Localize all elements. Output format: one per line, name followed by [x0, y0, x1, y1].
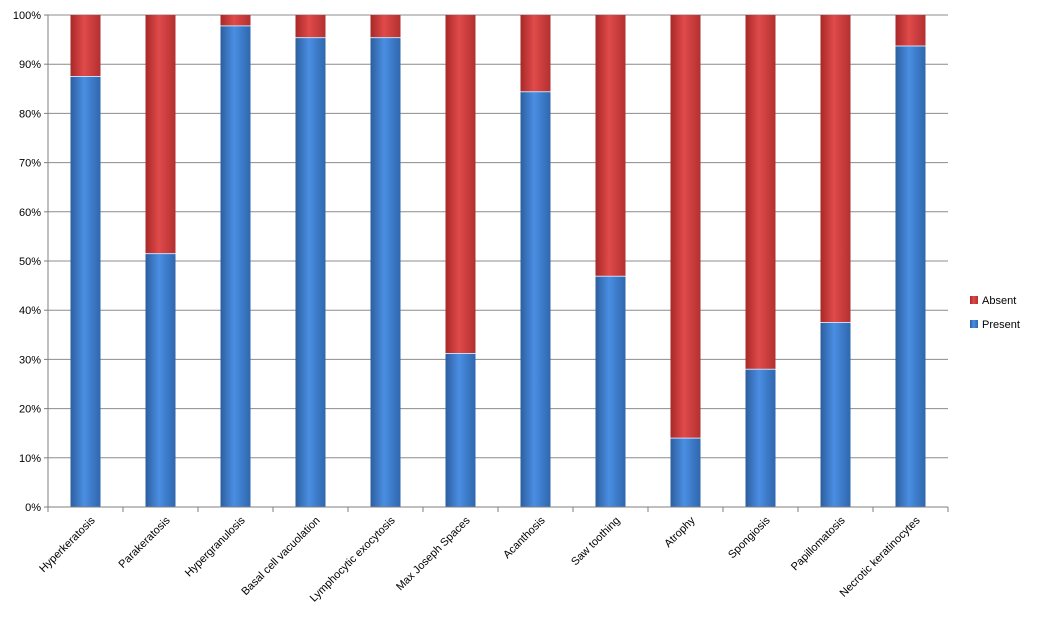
y-tick-label: 60%: [19, 207, 41, 219]
bar-absent: [220, 15, 251, 26]
legend-swatch-present: [970, 320, 978, 328]
legend: Absent Present: [970, 295, 1020, 331]
x-tick-label: Parakeratosis: [117, 514, 173, 570]
bar-present: [670, 438, 701, 507]
x-axis-labels: Hyperkeratosis Parakeratosis Hypergranulos…: [37, 514, 923, 604]
x-tick-label: Acanthosis: [501, 514, 548, 561]
y-tick-label: 100%: [13, 10, 41, 22]
bar-absent: [445, 15, 476, 354]
bar-absent: [745, 15, 776, 370]
bar-absent: [895, 15, 926, 46]
bar-absent: [145, 15, 176, 254]
x-tick-label: Lymphocytic exocytosis: [308, 514, 398, 604]
bar-present: [820, 322, 851, 507]
y-tick-label: 70%: [19, 158, 41, 170]
legend-label-present: Present: [982, 319, 1020, 331]
y-tick-label: 0%: [25, 502, 41, 514]
legend-swatch-absent: [970, 296, 978, 304]
bar-present: [220, 25, 251, 507]
x-tick-label: Papillomatosis: [789, 514, 848, 573]
bar-present: [595, 276, 626, 507]
y-tick-label: 90%: [19, 59, 41, 71]
x-tick-label: Hypergranulosis: [183, 514, 248, 579]
y-axis-ticks: 0% 10% 20% 30% 40% 50% 60% 70% 80% 90% 100%: [13, 10, 48, 514]
bar-present: [295, 37, 326, 508]
x-tick-label: Atrophy: [662, 514, 698, 550]
legend-label-absent: Absent: [982, 295, 1016, 307]
y-tick-label: 20%: [19, 404, 41, 416]
x-tick-label: Spongiosis: [726, 514, 773, 561]
bars: [70, 15, 926, 508]
grid-lines: [48, 14, 948, 508]
bar-absent: [295, 15, 326, 38]
bar-absent: [820, 15, 851, 323]
y-tick-label: 40%: [19, 305, 41, 317]
x-tick-label: Saw toothing: [569, 515, 622, 568]
bar-present: [520, 91, 551, 507]
y-tick-label: 80%: [19, 108, 41, 120]
y-tick-label: 50%: [19, 256, 41, 268]
axes: [47, 15, 949, 512]
bar-present: [745, 369, 776, 507]
x-tick-label: Hyperkeratosis: [37, 514, 98, 575]
bar-present: [370, 37, 401, 508]
bar-present: [145, 253, 176, 507]
bar-present: [70, 76, 101, 507]
x-tick-label: Basal cell vacuolation: [239, 515, 322, 598]
bar-present: [895, 45, 926, 507]
x-tick-label: Necrotic keratinocytes: [838, 514, 923, 599]
bar-absent: [70, 15, 101, 77]
bar-absent: [520, 15, 551, 92]
bar-absent: [670, 15, 701, 439]
y-tick-label: 30%: [19, 354, 41, 366]
x-tick-label: Max Joseph Spaces: [394, 514, 473, 593]
bar-present: [445, 353, 476, 507]
bar-absent: [370, 15, 401, 38]
y-tick-label: 10%: [19, 453, 41, 465]
bar-absent: [595, 15, 626, 277]
